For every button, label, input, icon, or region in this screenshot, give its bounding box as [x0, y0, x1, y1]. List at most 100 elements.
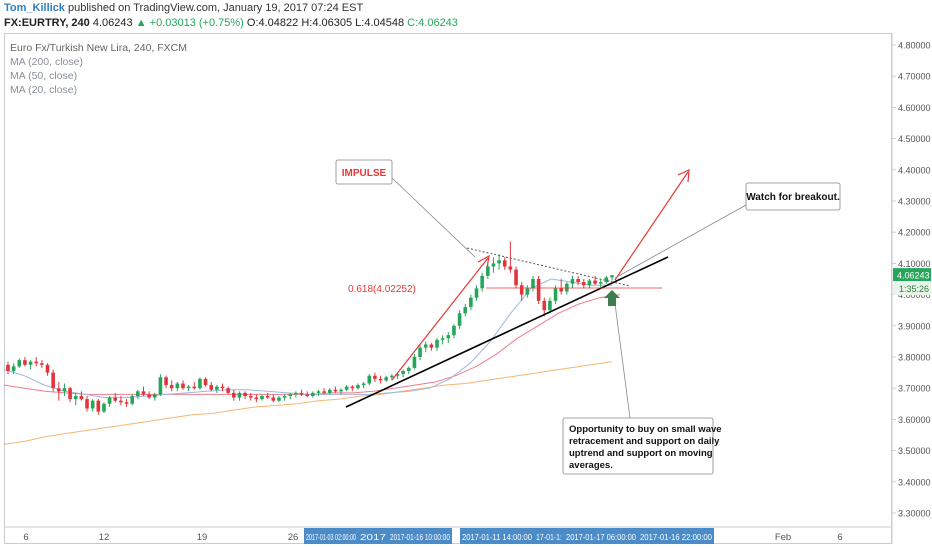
- buy-arrow-icon: [604, 290, 620, 306]
- author-link[interactable]: Tom_Killick: [4, 2, 65, 14]
- candle-body: [96, 400, 101, 412]
- candle-body: [446, 335, 451, 339]
- candle-body: [322, 391, 326, 393]
- x-tick-label: 19: [197, 532, 208, 543]
- candle-body: [435, 339, 439, 348]
- y-tick-label: 4.30000: [898, 197, 931, 207]
- candle-body: [215, 386, 219, 390]
- opportunity-line-3: uptrend and support on moving: [569, 448, 713, 459]
- candle-body: [412, 357, 417, 368]
- candle-body: [277, 397, 281, 401]
- last-price: 4.06243: [92, 17, 133, 29]
- candle-body: [570, 279, 575, 284]
- candle-body: [34, 361, 39, 364]
- y-tick-label: 4.20000: [898, 228, 931, 238]
- candle-body: [237, 392, 242, 398]
- impulse-callout[interactable]: [335, 159, 393, 185]
- candle-body: [220, 386, 225, 389]
- candle-body: [130, 396, 134, 404]
- countdown-badge: [893, 282, 931, 296]
- candle-body: [576, 279, 580, 283]
- low-value: L:4.04548: [355, 17, 405, 29]
- candle-body: [282, 396, 287, 398]
- candle-body: [610, 275, 614, 278]
- candle-body: [367, 375, 372, 384]
- candle-body: [141, 391, 146, 395]
- candle-body: [124, 402, 129, 404]
- candle-body: [581, 282, 586, 286]
- x-tick-label: 12: [99, 532, 110, 543]
- candle-body: [136, 391, 140, 396]
- x-highlight-label: 2017-01-03 02:00:00: [306, 532, 356, 542]
- trendline[interactable]: [345, 256, 669, 408]
- candle-body: [62, 388, 67, 392]
- candle-body: [457, 313, 462, 326]
- candle-body: [350, 386, 355, 389]
- candle-body: [175, 383, 180, 389]
- y-tick-label: 3.50000: [898, 446, 931, 456]
- close-value: C:4.06243: [407, 17, 458, 29]
- opportunity-callout[interactable]: [562, 417, 714, 475]
- candle-body: [45, 364, 50, 373]
- candle-body: [559, 288, 563, 292]
- candle-body: [198, 378, 202, 389]
- legend-ma50: MA (50, close): [10, 70, 78, 82]
- fib-label: 0.618(4.02252): [348, 284, 416, 295]
- candle-body: [209, 385, 214, 390]
- candle-body: [316, 391, 321, 393]
- candle-body: [587, 280, 592, 286]
- candle-body: [260, 396, 264, 400]
- x-highlight-label: 2017-01-16 10:00:00: [390, 532, 450, 542]
- candle-body: [40, 363, 44, 365]
- candle-body: [440, 338, 445, 340]
- candle-body: [536, 279, 541, 301]
- candle-body: [248, 396, 253, 398]
- candle-body: [288, 394, 293, 396]
- symbol-label: FX:EURTRY, 240: [4, 17, 90, 29]
- candle-body: [395, 374, 400, 376]
- candle-body: [339, 389, 343, 392]
- candle-body: [333, 389, 338, 392]
- ma200-line: [3, 361, 613, 445]
- x-highlight-label: 17-01-1:: [536, 532, 562, 542]
- ma50-line: [3, 294, 621, 395]
- candle-body: [401, 371, 405, 375]
- up-arrow-icon: ▲: [135, 17, 147, 29]
- impulse-arrow-head: [477, 254, 490, 269]
- y-tick-label: 4.60000: [898, 103, 931, 113]
- x-highlight-label: 2017-01-16 22:00:00: [640, 532, 712, 542]
- candle-body: [418, 347, 422, 357]
- candle-body: [548, 300, 552, 311]
- breakout-label: Watch for breakout.: [746, 192, 840, 203]
- y-tick-label: 3.30000: [898, 509, 931, 519]
- candle-body: [491, 263, 496, 267]
- y-tick-label: 4.10000: [898, 259, 931, 269]
- publish-text: published on TradingView.com, January 19…: [68, 2, 364, 14]
- x-highlight-label: 2017-01-11 14:00:00: [462, 532, 532, 542]
- countdown-label: 1:35:26: [899, 284, 929, 294]
- x-tick-label: 6: [23, 532, 28, 543]
- last-price-badge: [893, 268, 931, 282]
- breakout-arrow[interactable]: [614, 171, 689, 281]
- last-price-label: 4.06243: [897, 271, 930, 281]
- candle-body: [226, 388, 230, 393]
- impulse-label: IMPULSE: [342, 168, 387, 179]
- impulse-arrow[interactable]: [391, 257, 489, 381]
- candle-body: [85, 399, 89, 409]
- candle-body: [17, 360, 22, 367]
- candle-body: [542, 300, 547, 311]
- candle-body: [11, 366, 16, 372]
- candle-body: [305, 394, 309, 396]
- impulse-callout-pointer: [391, 177, 476, 258]
- candle-body: [119, 400, 123, 403]
- candle-body: [452, 325, 456, 336]
- candle-body: [203, 378, 208, 386]
- candle-body: [51, 372, 55, 389]
- candle-body: [243, 392, 247, 396]
- legend-ma20: MA (20, close): [10, 84, 78, 96]
- candle-body: [79, 396, 84, 400]
- candle-body: [486, 266, 490, 276]
- breakout-callout[interactable]: [745, 182, 841, 211]
- candle-body: [6, 364, 10, 372]
